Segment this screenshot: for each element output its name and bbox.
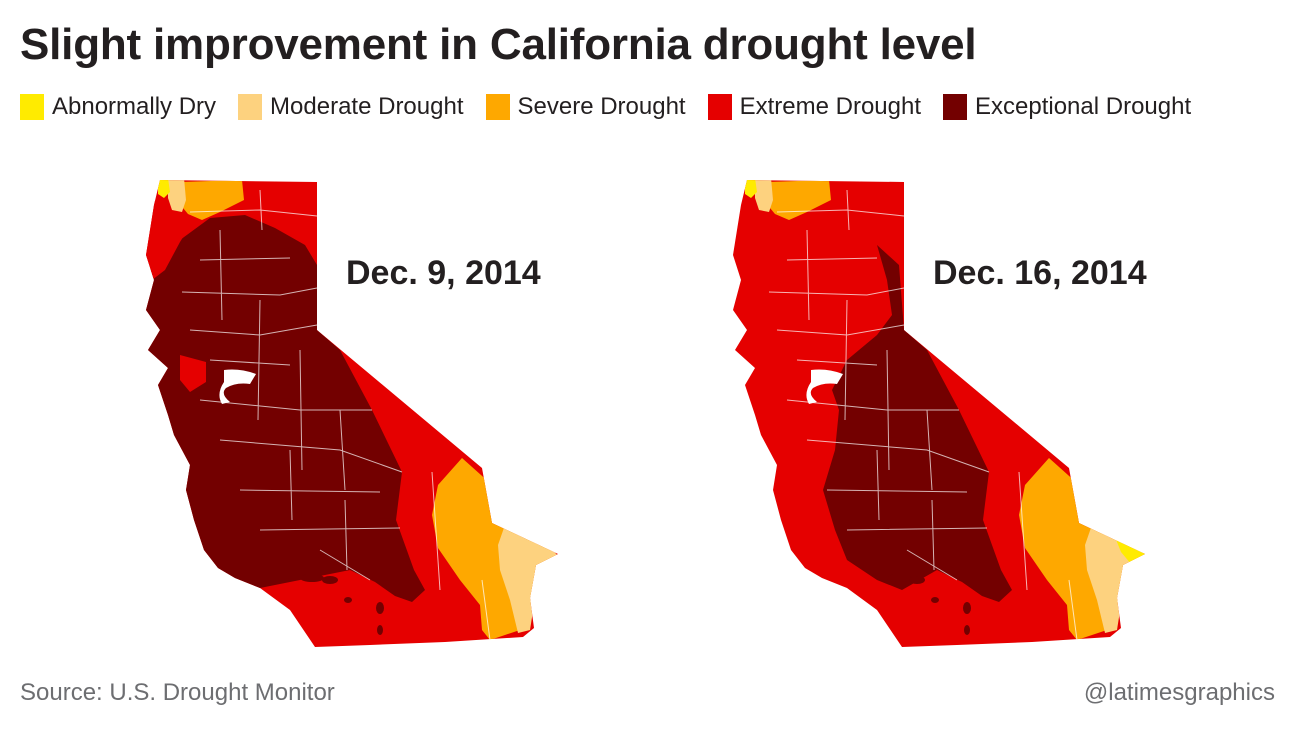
map-graphic xyxy=(733,180,1145,647)
region-abnormally-dry-north xyxy=(745,180,757,198)
region-severe-drought-north xyxy=(178,180,244,220)
legend-item-abnormally-dry: Abnormally Dry xyxy=(20,93,216,121)
map-graphic xyxy=(146,180,558,647)
legend-swatch-abnormally-dry xyxy=(20,94,44,120)
channel-islands xyxy=(300,574,384,635)
legend-swatch-extreme-drought xyxy=(707,94,732,120)
legend-label: Abnormally Dry xyxy=(52,93,217,120)
california-map-dec-9 xyxy=(140,170,560,655)
region-severe-drought-north xyxy=(765,180,831,220)
legend-label: Exceptional Drought xyxy=(975,93,1192,120)
california-map-dec-16 xyxy=(727,170,1147,655)
chart-title: Slight improvement in California drought… xyxy=(20,20,977,69)
legend-label: Severe Drought xyxy=(517,93,686,120)
region-moderate-drought-southeast xyxy=(498,510,558,633)
drought-regions xyxy=(733,180,1145,647)
legend-swatch-exceptional-drought xyxy=(943,94,967,120)
legend-label: Extreme Drought xyxy=(739,93,921,120)
legend-swatch-severe-drought xyxy=(485,94,510,120)
legend-item-exceptional-drought: Exceptional Drought xyxy=(943,93,1191,121)
legend-swatch-moderate-drought xyxy=(238,94,263,120)
region-abnormally-dry xyxy=(158,180,170,198)
legend-label: Moderate Drought xyxy=(270,93,464,120)
bay-area-water xyxy=(219,369,256,404)
legend-item-moderate-drought: Moderate Drought xyxy=(238,93,464,121)
county-lines xyxy=(768,189,1078,641)
map-date-label-dec-9: Dec. 9, 2014 xyxy=(346,254,541,292)
credit-handle: @latimesgraphics xyxy=(1083,679,1275,706)
region-extreme-drought-bay xyxy=(180,355,206,392)
map-date-label-dec-16: Dec. 16, 2014 xyxy=(933,254,1147,292)
county-lines xyxy=(181,189,491,641)
bay-area-water xyxy=(806,369,843,404)
legend-item-severe-drought: Severe Drought xyxy=(485,93,686,121)
region-moderate-drought-north xyxy=(755,180,773,212)
drought-regions xyxy=(146,180,558,647)
legend: Abnormally Dry Moderate Drought Severe D… xyxy=(20,93,1191,121)
channel-islands xyxy=(887,574,971,635)
legend-item-extreme-drought: Extreme Drought xyxy=(707,93,921,121)
region-moderate-drought-north xyxy=(168,180,186,212)
region-moderate-drought-southeast xyxy=(1085,510,1145,633)
source-note: Source: U.S. Drought Monitor xyxy=(20,679,335,706)
region-exceptional-drought xyxy=(146,215,425,640)
region-exceptional-drought xyxy=(823,245,1012,602)
